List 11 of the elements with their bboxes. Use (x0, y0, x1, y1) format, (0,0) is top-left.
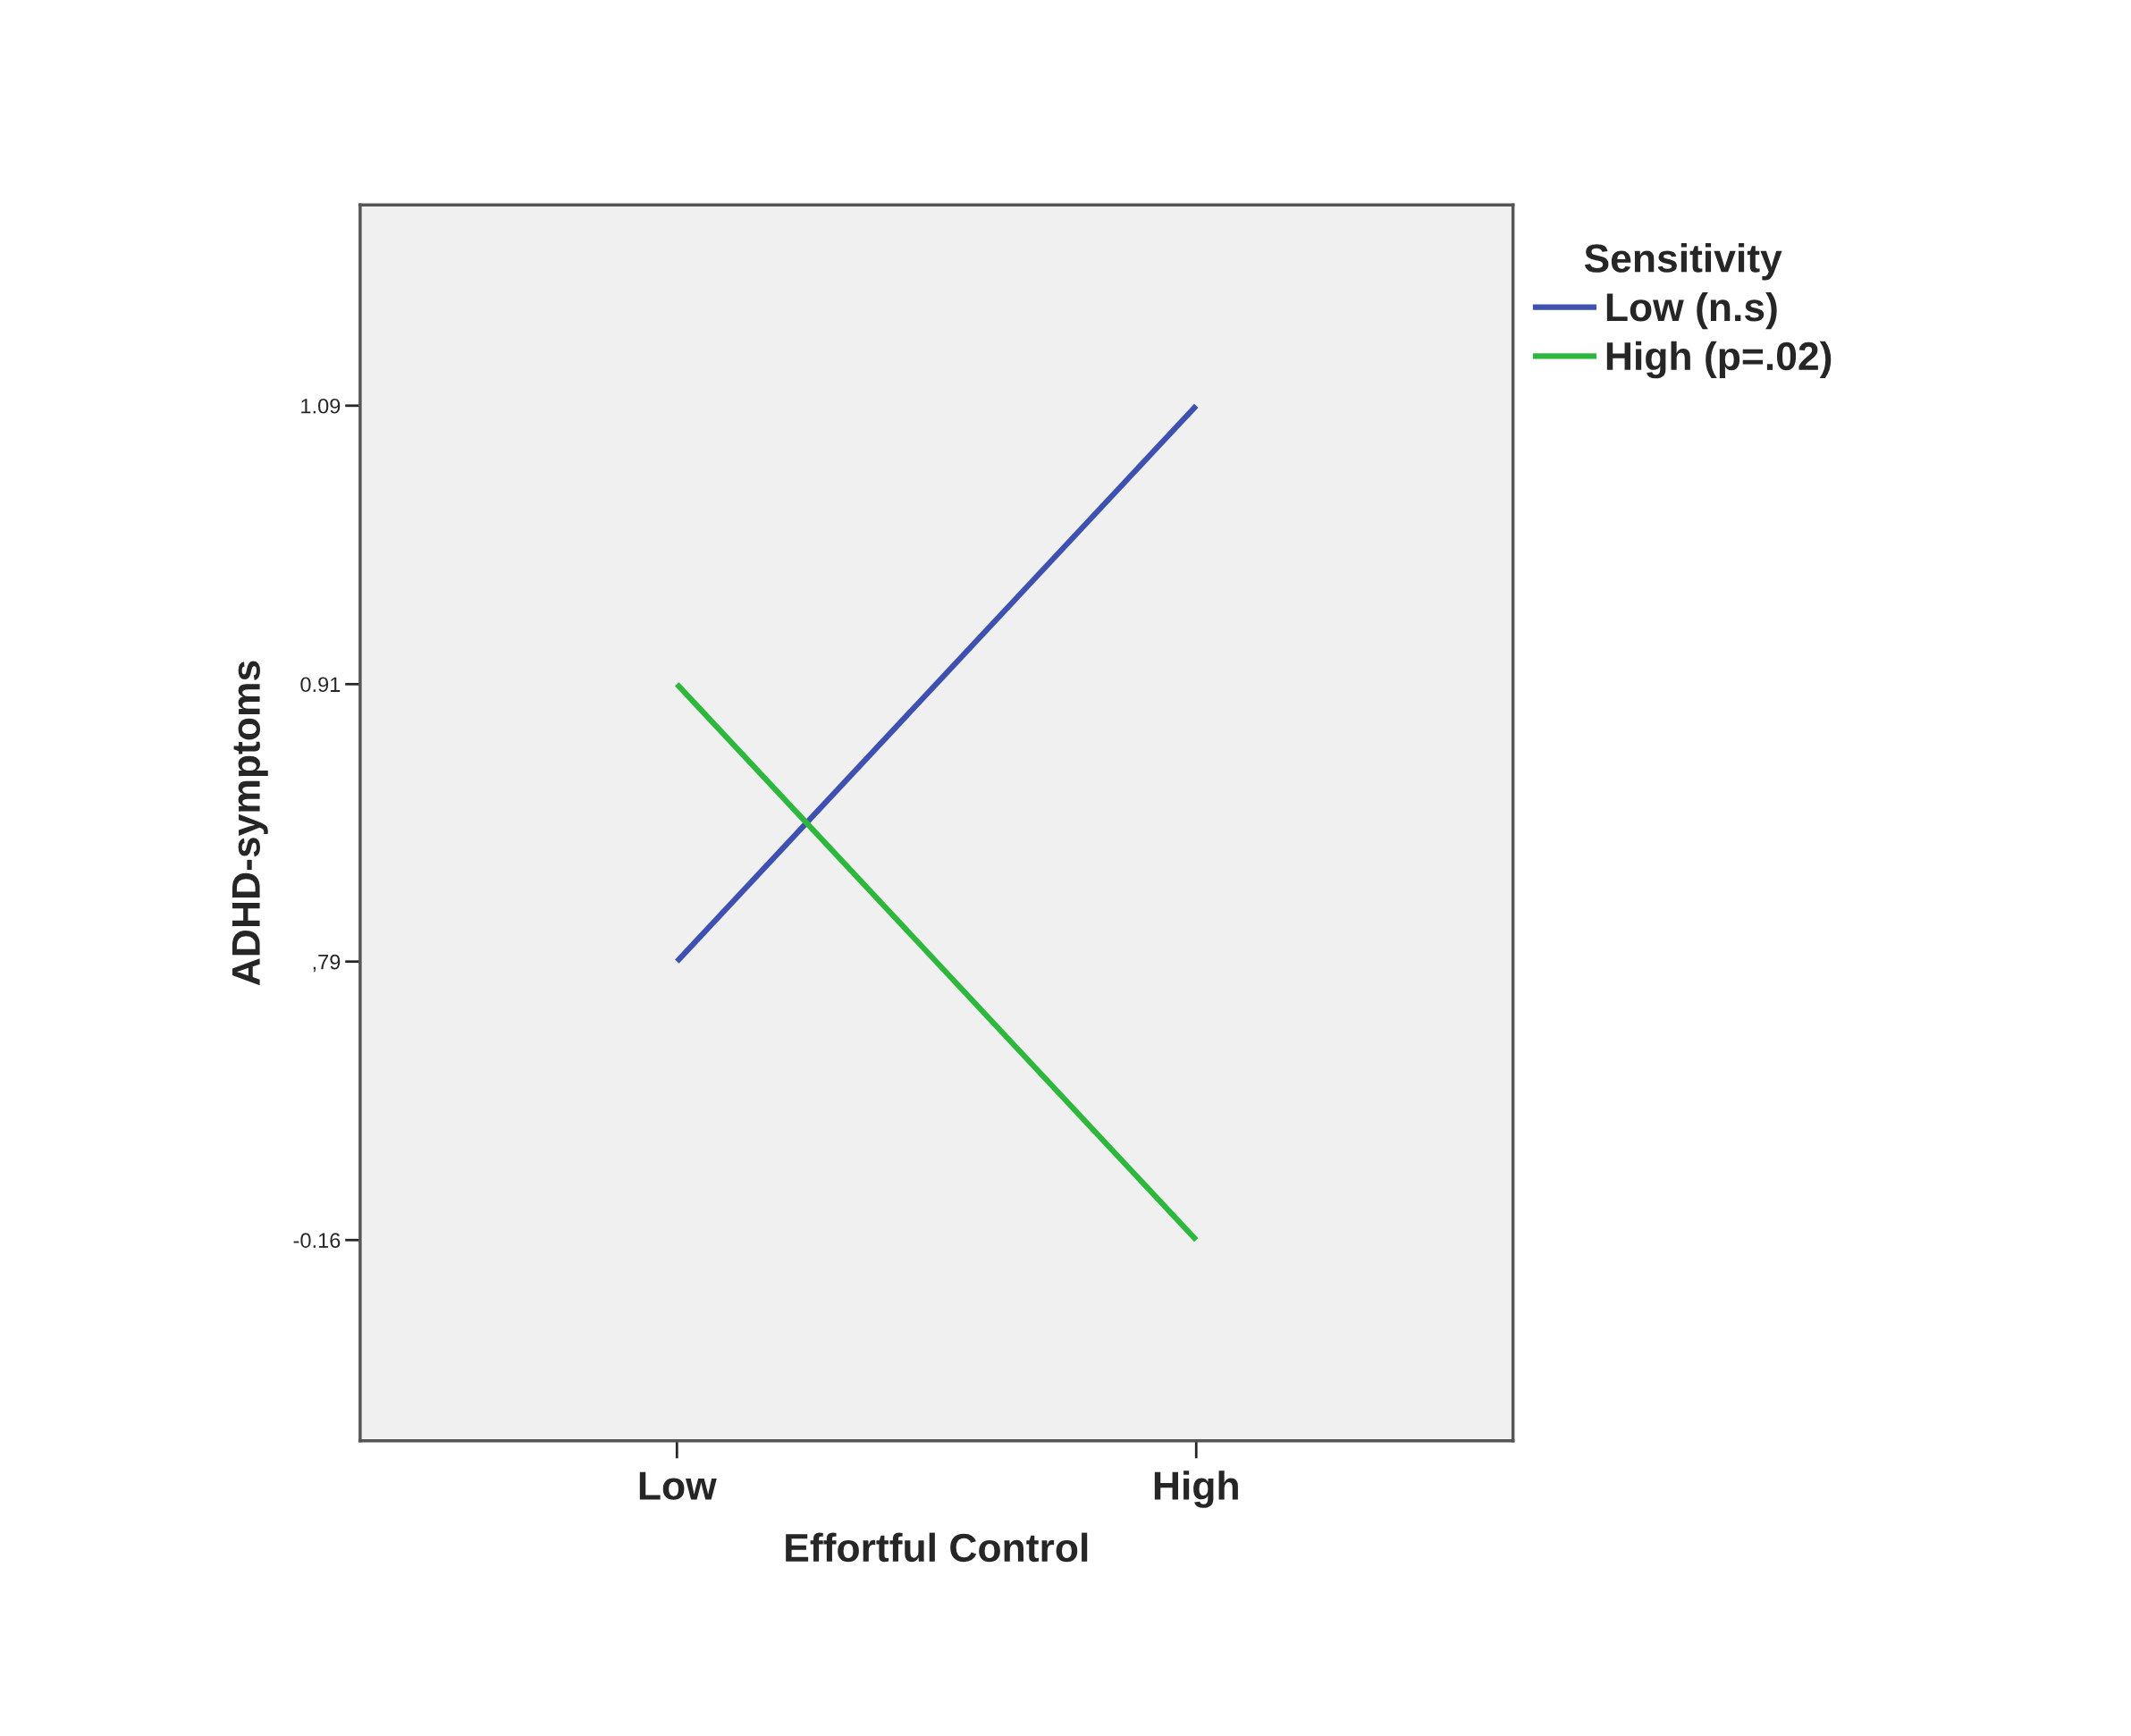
x-tick-label: Low (639, 1471, 717, 1500)
legend-label: Low (n.s) (1606, 291, 1777, 330)
legend-label: High (p=.02) (1606, 341, 1832, 379)
text: ,79 (313, 954, 341, 973)
x-tick-label: High (1154, 1471, 1238, 1508)
y-axis-title: ADHD-symptoms (232, 661, 268, 986)
text: -0.16 (293, 1233, 341, 1248)
x-axis-title: Effortful Control (786, 1532, 1088, 1563)
text: 1.09 (301, 398, 341, 414)
legend-title: Sensitivity (1584, 243, 1782, 281)
text: 0.91 (300, 677, 341, 693)
